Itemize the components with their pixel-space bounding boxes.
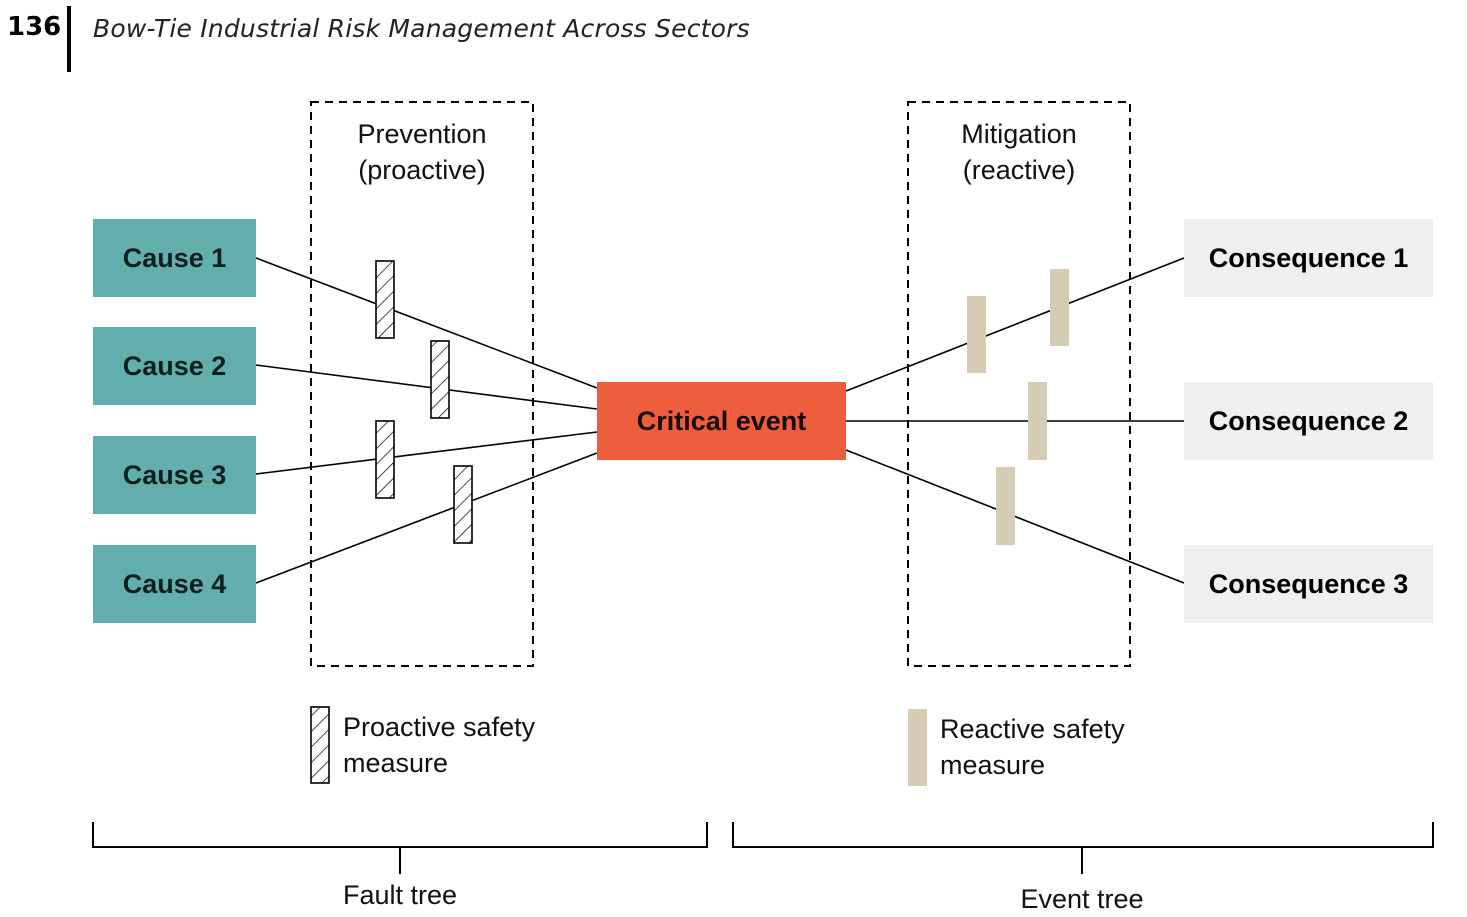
page-number: 136 <box>7 12 62 42</box>
event-tree-bracket <box>732 822 1434 848</box>
cause-box-4: Cause 4 <box>93 545 256 623</box>
consequence-box-1: Consequence 1 <box>1184 219 1433 297</box>
consequence-box-2: Consequence 2 <box>1184 382 1433 460</box>
running-title: Bow-Tie Industrial Risk Management Acros… <box>93 14 750 43</box>
connector-cause-1 <box>255 257 598 389</box>
reactive-measure <box>996 467 1015 545</box>
consequence-box-3: Consequence 3 <box>1184 545 1433 623</box>
proactive-measure <box>375 420 395 499</box>
mitigation-label-line2: (reactive) <box>962 155 1076 185</box>
connector-cause-3 <box>255 431 598 475</box>
legend-proactive-line1: Proactive safety <box>343 712 536 742</box>
legend-proactive-line2: measure <box>343 748 449 778</box>
cause-box-3: Cause 3 <box>93 436 256 514</box>
legend-reactive-label: Reactive safety measure <box>940 711 1125 783</box>
legend-reactive-line1: Reactive safety <box>940 714 1125 744</box>
connector-cause-4 <box>255 452 598 584</box>
prevention-dashed-box <box>310 101 534 667</box>
proactive-measure <box>430 340 450 419</box>
connector-consequence-1 <box>845 257 1185 392</box>
prevention-label: Prevention (proactive) <box>311 116 533 188</box>
reactive-measure <box>1028 382 1047 460</box>
header-divider <box>67 6 71 72</box>
critical-event-box: Critical event <box>597 382 846 460</box>
fault-tree-bracket <box>92 822 708 848</box>
legend-proactive-swatch <box>310 706 330 784</box>
proactive-measure <box>375 260 395 339</box>
prevention-label-line1: Prevention <box>357 119 487 149</box>
event-tree-label: Event tree <box>1020 884 1144 914</box>
cause-box-1: Cause 1 <box>93 219 256 297</box>
reactive-measure <box>967 296 986 373</box>
mitigation-dashed-box <box>907 101 1131 667</box>
cause-box-2: Cause 2 <box>93 327 256 405</box>
reactive-measure <box>1050 269 1069 346</box>
legend-reactive-line2: measure <box>940 750 1046 780</box>
mitigation-label: Mitigation (reactive) <box>908 116 1130 188</box>
legend-reactive-swatch <box>908 709 927 786</box>
proactive-measure <box>453 465 473 544</box>
prevention-label-line2: (proactive) <box>358 155 486 185</box>
fault-tree-label: Fault tree <box>342 880 458 910</box>
connector-cause-2 <box>255 364 598 410</box>
mitigation-label-line1: Mitigation <box>961 119 1077 149</box>
legend-proactive-label: Proactive safety measure <box>343 709 535 781</box>
